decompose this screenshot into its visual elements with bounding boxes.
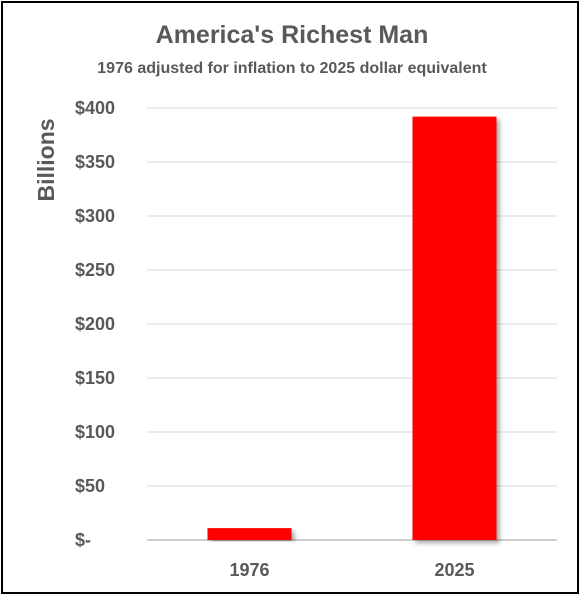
x-tick-label: 1976	[229, 560, 269, 580]
bar-1976	[207, 528, 292, 540]
y-tick-label: $50	[75, 476, 105, 496]
y-tick-label: $200	[75, 314, 115, 334]
y-tick-label: $-	[75, 530, 91, 550]
y-tick-label: $350	[75, 152, 115, 172]
y-tick-label: $100	[75, 422, 115, 442]
x-axis-ticks: 1976 2025	[229, 560, 474, 580]
chart-title: America's Richest Man	[155, 21, 429, 49]
x-tick-label: 2025	[434, 560, 474, 580]
y-tick-label: $400	[75, 98, 115, 118]
y-axis-label: Billions	[33, 118, 59, 201]
y-axis-ticks: $- $50 $100 $150 $200 $250 $300 $350 $400	[75, 98, 115, 550]
chart-subtitle: 1976 adjusted for inflation to 2025 doll…	[97, 60, 487, 77]
bars	[207, 116, 497, 540]
bar-2025	[412, 116, 497, 540]
y-tick-label: $150	[75, 368, 115, 388]
y-tick-label: $300	[75, 206, 115, 226]
y-tick-label: $250	[75, 260, 115, 280]
